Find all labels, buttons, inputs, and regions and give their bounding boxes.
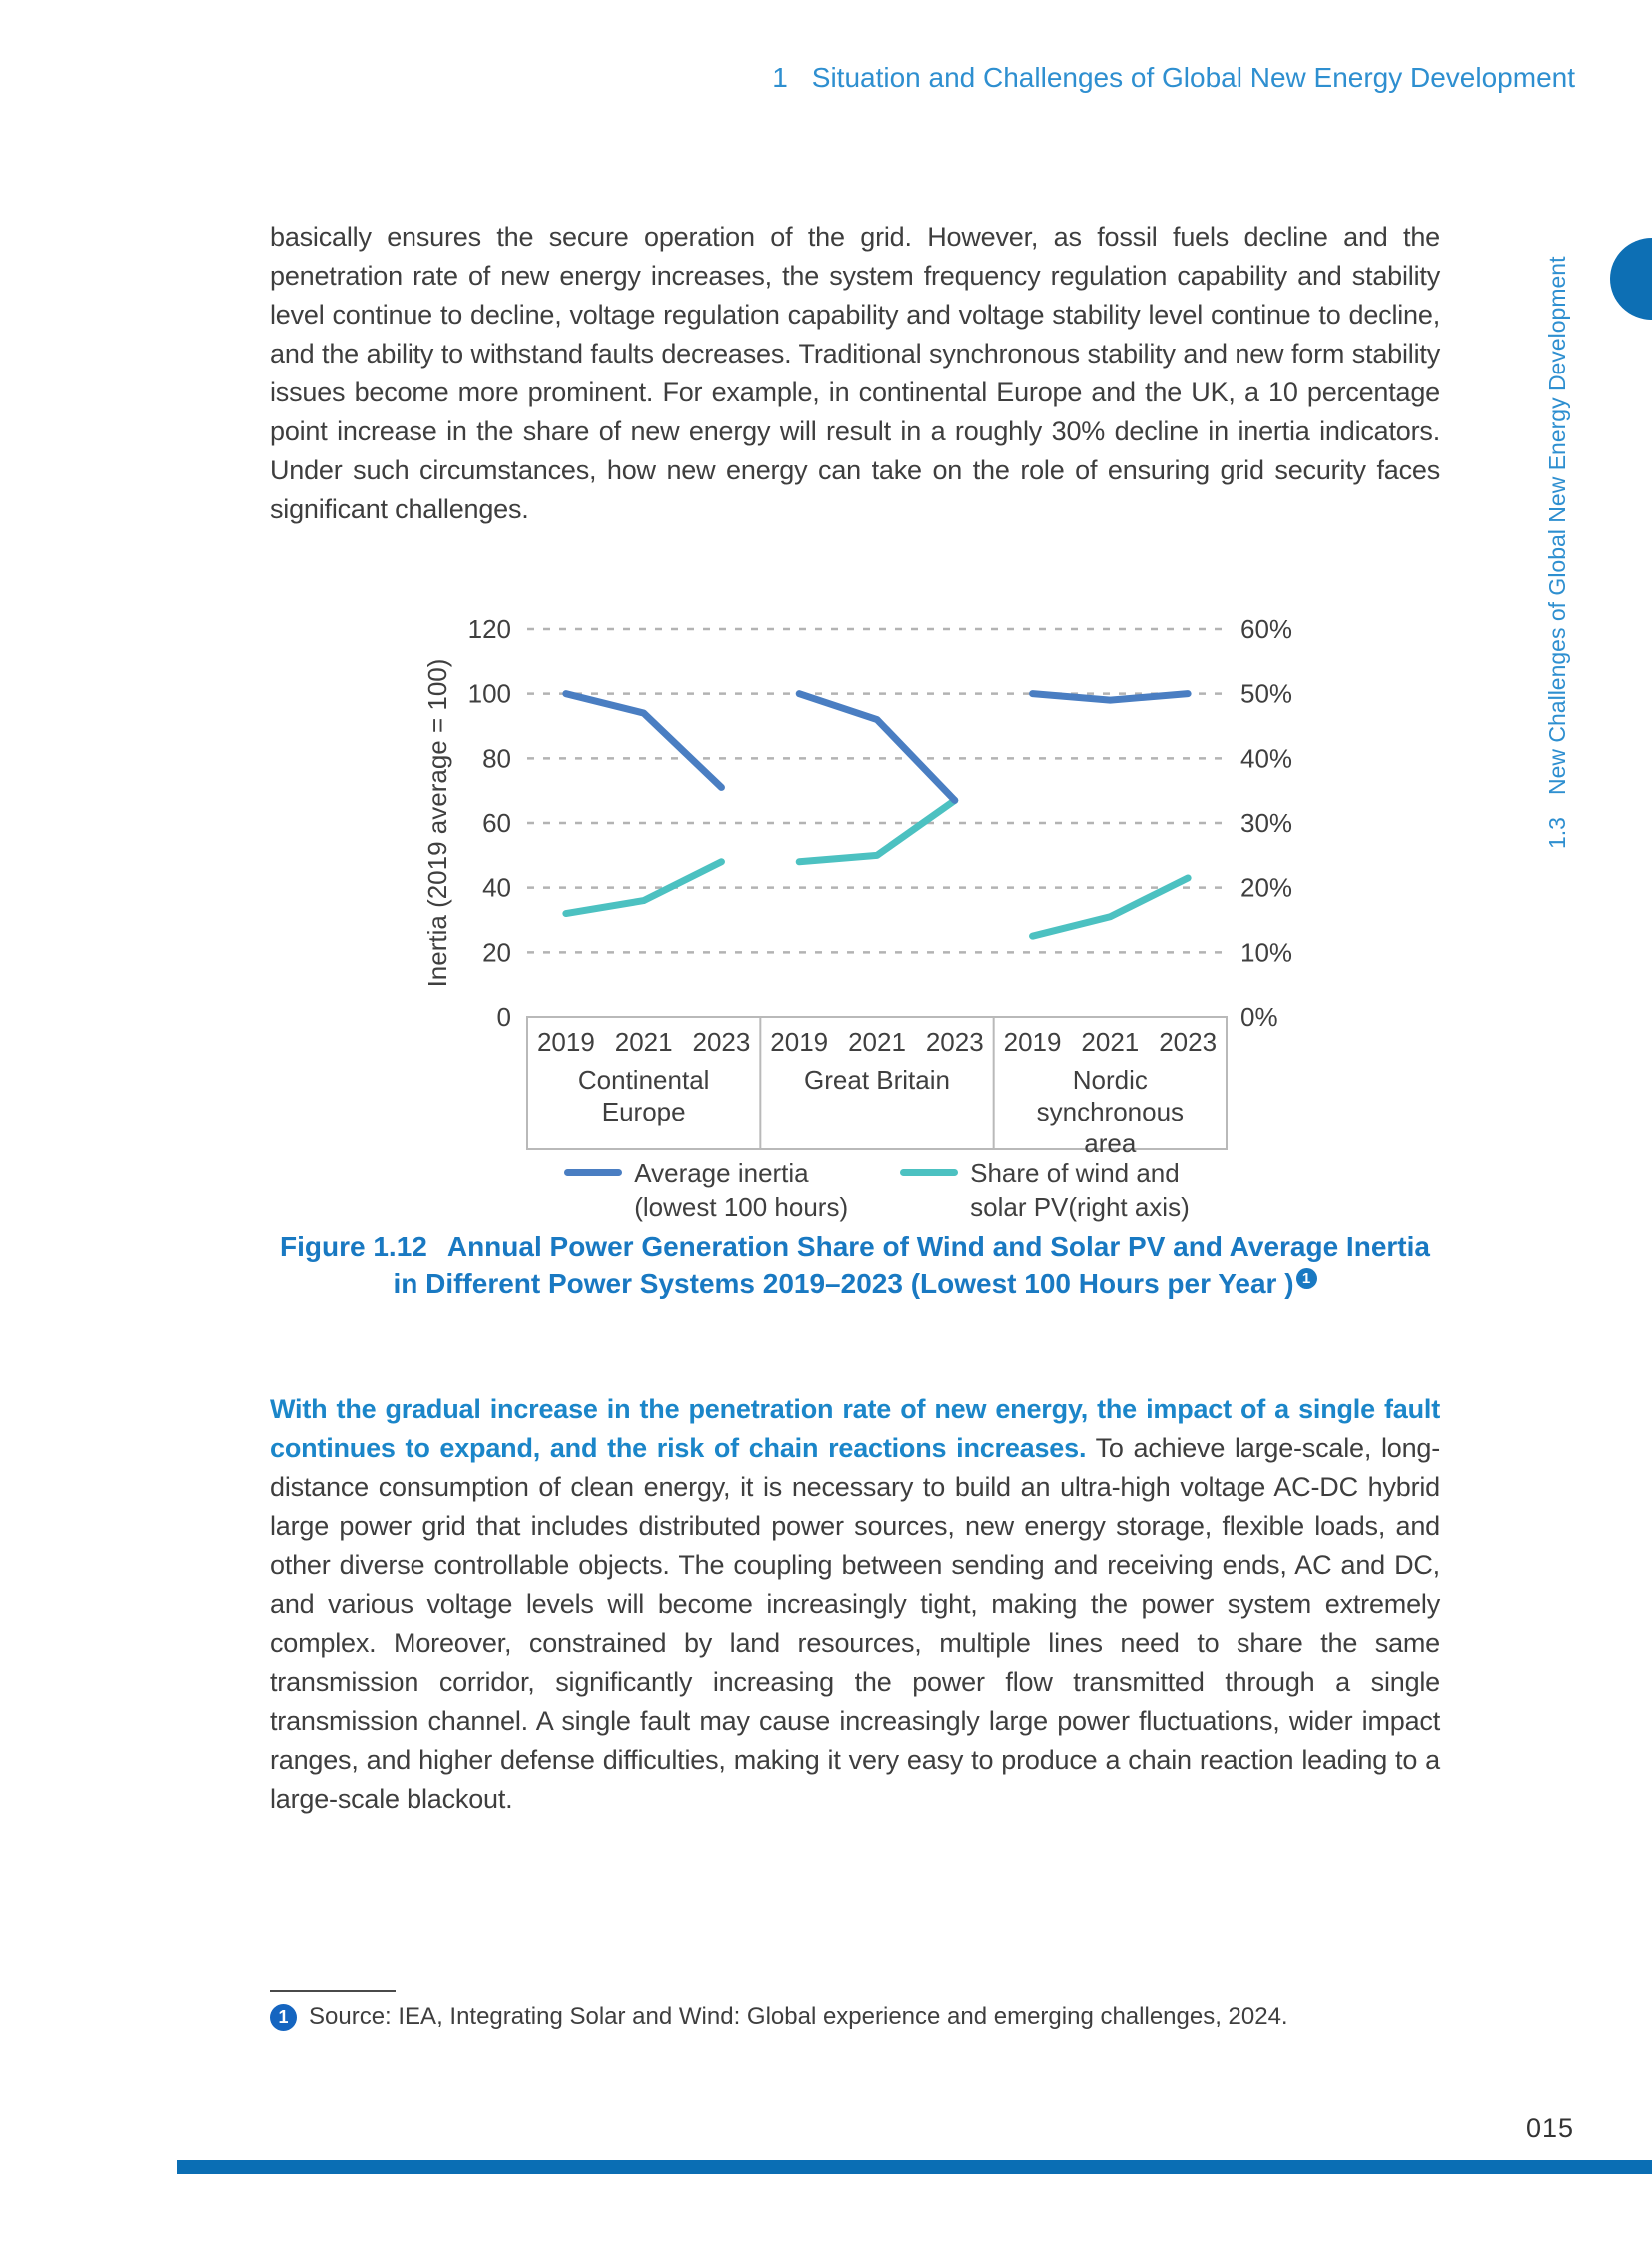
year-tick-label: 2019 xyxy=(1004,1027,1062,1057)
inertia-line-swatch xyxy=(564,1169,623,1176)
paragraph-lead-bold: With the gradual increase in the penetra… xyxy=(270,1394,1440,1463)
x-axis-label-box xyxy=(526,1016,1228,1150)
right-axis-tick-label: 50% xyxy=(1240,679,1292,709)
legend-item-average-inertia: Average inertia (lowest 100 hours) xyxy=(564,1156,848,1224)
year-tick-label: 2023 xyxy=(693,1027,751,1057)
right-axis-tick-label: 10% xyxy=(1240,937,1292,967)
share-line xyxy=(562,858,725,918)
year-tick-label: 2021 xyxy=(615,1027,673,1057)
panel-name-label: Continental xyxy=(578,1065,710,1095)
paragraph-rest: To achieve large-scale, long-distance co… xyxy=(270,1433,1440,1814)
legend-label-line: solar PV(right axis) xyxy=(970,1192,1190,1222)
share-line-swatch xyxy=(900,1169,959,1176)
panel-name-label: Nordic xyxy=(1073,1065,1148,1095)
chart-legend: Average inertia (lowest 100 hours) Share… xyxy=(527,1156,1227,1224)
chapter-number: 1 xyxy=(772,62,788,93)
running-header: 1 Situation and Challenges of Global New … xyxy=(772,62,1575,94)
inertia-line xyxy=(1029,690,1192,704)
section-title: New Challenges of Global New Energy Deve… xyxy=(1544,256,1570,796)
legend-label-line: Share of wind and xyxy=(970,1158,1180,1188)
figure-caption-line2: in Different Power Systems 2019–2023 (Lo… xyxy=(270,1265,1440,1302)
right-axis-tick-label: 0% xyxy=(1240,1002,1278,1032)
panel-name-label: Europe xyxy=(602,1097,686,1126)
footer-bar xyxy=(177,2160,1652,2174)
legend-label: Average inertia (lowest 100 hours) xyxy=(634,1156,848,1224)
footnote-marker-icon: 1 xyxy=(270,2003,297,2031)
figure-title-part1: Annual Power Generation Share of Wind an… xyxy=(446,1231,1430,1262)
chapter-edge-tab xyxy=(1610,238,1652,320)
section-number: 1.3 xyxy=(1544,817,1570,849)
figure-title-part2: in Different Power Systems 2019–2023 (Lo… xyxy=(393,1268,1294,1299)
figure-caption-line1: Figure 1.12 Annual Power Generation Share… xyxy=(270,1228,1440,1265)
left-axis-tick-label: 120 xyxy=(468,614,511,644)
legend-label-line: Average inertia xyxy=(634,1158,809,1188)
figure-chart: 0 20 40 60 80 100 120 0% 10% 20% 30% 40% 50% 60% 2019 2… xyxy=(400,599,1328,1158)
left-axis-tick-label: 60 xyxy=(482,808,511,838)
section-sidebar-label: 1.3 New Challenges of Global New Energy D… xyxy=(1544,257,1571,850)
chapter-title: Situation and Challenges of Global New E… xyxy=(811,62,1575,93)
left-axis-tick-label: 100 xyxy=(468,679,511,709)
panel-name-label: Great Britain xyxy=(804,1065,950,1095)
legend-label: Share of wind and solar PV(right axis) xyxy=(970,1156,1190,1224)
body-paragraph-2: With the gradual increase in the penetra… xyxy=(270,1390,1440,1819)
right-axis-tick-label: 40% xyxy=(1240,743,1292,773)
year-tick-label: 2021 xyxy=(1081,1027,1139,1057)
inertia-line xyxy=(562,690,725,791)
inertia-line xyxy=(795,690,959,804)
footnote-rule xyxy=(270,1990,396,1992)
left-axis-tick-label: 20 xyxy=(482,937,511,967)
panel-name-label: area xyxy=(1084,1128,1137,1158)
figure-number: Figure 1.12 xyxy=(280,1231,427,1262)
footnote-reference-icon: 1 xyxy=(1295,1267,1317,1289)
year-tick-label: 2021 xyxy=(848,1027,906,1057)
left-axis-tick-label: 40 xyxy=(482,873,511,903)
legend-label-line: (lowest 100 hours) xyxy=(634,1192,849,1222)
left-axis-title: Inertia (2019 average = 100) xyxy=(422,659,452,988)
year-tick-label: 2019 xyxy=(537,1027,595,1057)
footnote: 1 Source: IEA, Integrating Solar and Win… xyxy=(270,2003,1440,2031)
right-axis-tick-label: 30% xyxy=(1240,808,1292,838)
page-number: 015 xyxy=(1525,2113,1574,2143)
share-line xyxy=(1029,874,1192,940)
share-line xyxy=(795,796,959,866)
right-axis-tick-label: 20% xyxy=(1240,873,1292,903)
year-tick-label: 2019 xyxy=(770,1027,828,1057)
legend-item-wind-solar-share: Share of wind and solar PV(right axis) xyxy=(900,1156,1190,1224)
right-axis-tick-label: 60% xyxy=(1240,614,1292,644)
year-tick-label: 2023 xyxy=(1159,1027,1217,1057)
line-chart-svg: 0 20 40 60 80 100 120 0% 10% 20% 30% 40% 50% 60% 2019 2… xyxy=(422,614,1292,1158)
left-axis-tick-label: 80 xyxy=(482,743,511,773)
year-tick-label: 2023 xyxy=(926,1027,984,1057)
figure-caption: Figure 1.12 Annual Power Generation Share… xyxy=(270,1228,1440,1302)
footnote-text: Source: IEA, Integrating Solar and Wind:… xyxy=(309,2003,1288,2030)
body-paragraph-1: basically ensures the secure operation o… xyxy=(270,222,1440,524)
panel-name-label: synchronous xyxy=(1037,1097,1184,1126)
left-axis-tick-label: 0 xyxy=(497,1002,511,1032)
